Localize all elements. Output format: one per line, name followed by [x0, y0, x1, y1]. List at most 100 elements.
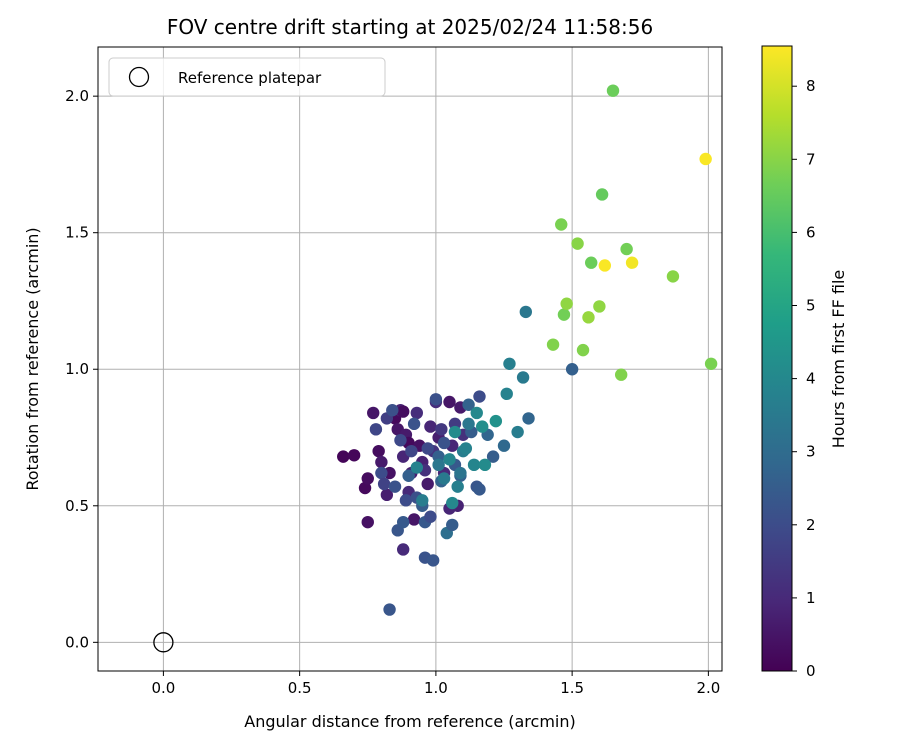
data-point	[470, 406, 483, 420]
colorbar-tick-label: 5	[806, 297, 816, 315]
data-point	[358, 481, 372, 495]
data-point	[446, 518, 459, 532]
data-point	[375, 466, 388, 480]
colorbar: 0 1 2 3 4 5 6 7 8 Hours from first FF file	[761, 45, 848, 680]
data-point	[432, 458, 445, 472]
y-axis-label: Rotation from reference (arcmin)	[23, 227, 42, 490]
data-point	[571, 237, 584, 250]
data-point	[361, 472, 374, 485]
data-point	[614, 368, 628, 381]
data-point	[446, 496, 459, 510]
plot-frame	[97, 46, 723, 672]
colorbar-tick-label: 3	[806, 443, 816, 461]
x-axis-label: Angular distance from reference (arcmin)	[244, 712, 575, 731]
data-point	[386, 404, 399, 417]
data-point	[437, 472, 451, 485]
data-point	[388, 480, 402, 493]
data-point	[557, 308, 571, 321]
legend-box	[108, 57, 386, 97]
data-point	[473, 390, 486, 403]
data-point	[383, 603, 396, 616]
data-point	[372, 444, 385, 458]
data-point	[486, 450, 500, 463]
data-point	[377, 477, 391, 491]
data-point	[394, 434, 407, 447]
plot-area: 0.0 0.5 1.0 1.5 2.0 0.0 0.5 1.0 1.5 2.0	[65, 46, 723, 697]
x-tick-label: 0.0	[151, 679, 175, 697]
data-point	[606, 84, 620, 97]
data-point	[416, 494, 429, 507]
colorbar-label: Hours from first FF file	[829, 270, 848, 449]
data-point	[546, 338, 560, 351]
data-point	[459, 442, 473, 455]
y-axis-ticks: 0.0 0.5 1.0 1.5 2.0	[65, 87, 98, 651]
grid	[98, 47, 722, 671]
data-point	[598, 259, 612, 272]
data-point	[410, 461, 424, 474]
data-point	[473, 483, 486, 496]
data-point	[625, 256, 639, 269]
x-tick-label: 0.5	[288, 679, 312, 697]
data-point	[405, 444, 418, 458]
y-tick-label: 0.0	[65, 633, 89, 651]
y-tick-label: 1.0	[65, 360, 89, 378]
data-point	[337, 450, 350, 463]
colorbar-gradient	[761, 45, 793, 672]
data-point	[576, 343, 590, 357]
data-point	[620, 242, 633, 256]
data-point	[367, 406, 380, 420]
data-point	[399, 494, 413, 507]
data-point	[503, 357, 516, 370]
data-point	[407, 417, 421, 431]
data-point	[435, 423, 448, 436]
reference-platepar-marker	[153, 632, 174, 653]
data-point	[429, 393, 443, 406]
data-point	[407, 513, 421, 526]
data-point	[462, 398, 475, 411]
data-point	[478, 458, 492, 472]
data-point	[402, 469, 415, 482]
colorbar-tick-label: 4	[806, 370, 816, 388]
data-point	[516, 371, 530, 384]
data-point	[451, 480, 464, 493]
data-point	[424, 510, 437, 523]
data-point	[555, 218, 568, 231]
data-point	[361, 515, 374, 529]
data-point	[519, 305, 533, 319]
data-point	[699, 152, 712, 166]
legend-entry: Reference platepar	[178, 69, 322, 87]
data-point	[595, 188, 609, 201]
data-point	[476, 420, 489, 433]
colorbar-tick-label: 0	[806, 662, 816, 680]
data-point	[497, 439, 511, 452]
data-point	[500, 387, 513, 401]
data-point	[582, 311, 595, 324]
legend-marker	[128, 66, 150, 88]
x-tick-label: 2.0	[696, 679, 720, 697]
data-point	[666, 270, 680, 283]
data-point	[585, 256, 598, 269]
data-point	[467, 458, 481, 472]
data-point	[369, 423, 383, 436]
y-tick-label: 1.5	[65, 224, 89, 242]
data-point	[426, 554, 440, 567]
y-tick-label: 0.5	[65, 497, 89, 515]
colorbar-tick-label: 8	[806, 77, 816, 95]
data-point	[489, 414, 503, 428]
data-point	[347, 449, 361, 462]
data-point	[396, 515, 410, 529]
data-point	[424, 420, 437, 433]
data-point	[522, 412, 535, 425]
data-point	[560, 297, 573, 310]
data-point	[511, 425, 524, 439]
data-point	[421, 442, 434, 455]
data-points	[337, 84, 718, 616]
data-point	[443, 395, 456, 409]
colorbar-tick-label: 6	[806, 223, 816, 241]
x-tick-label: 1.5	[560, 679, 584, 697]
data-point	[565, 363, 579, 376]
data-point	[421, 477, 434, 491]
chart-title: FOV centre drift starting at 2025/02/24 …	[167, 15, 653, 39]
colorbar-tick-label: 7	[806, 150, 816, 168]
